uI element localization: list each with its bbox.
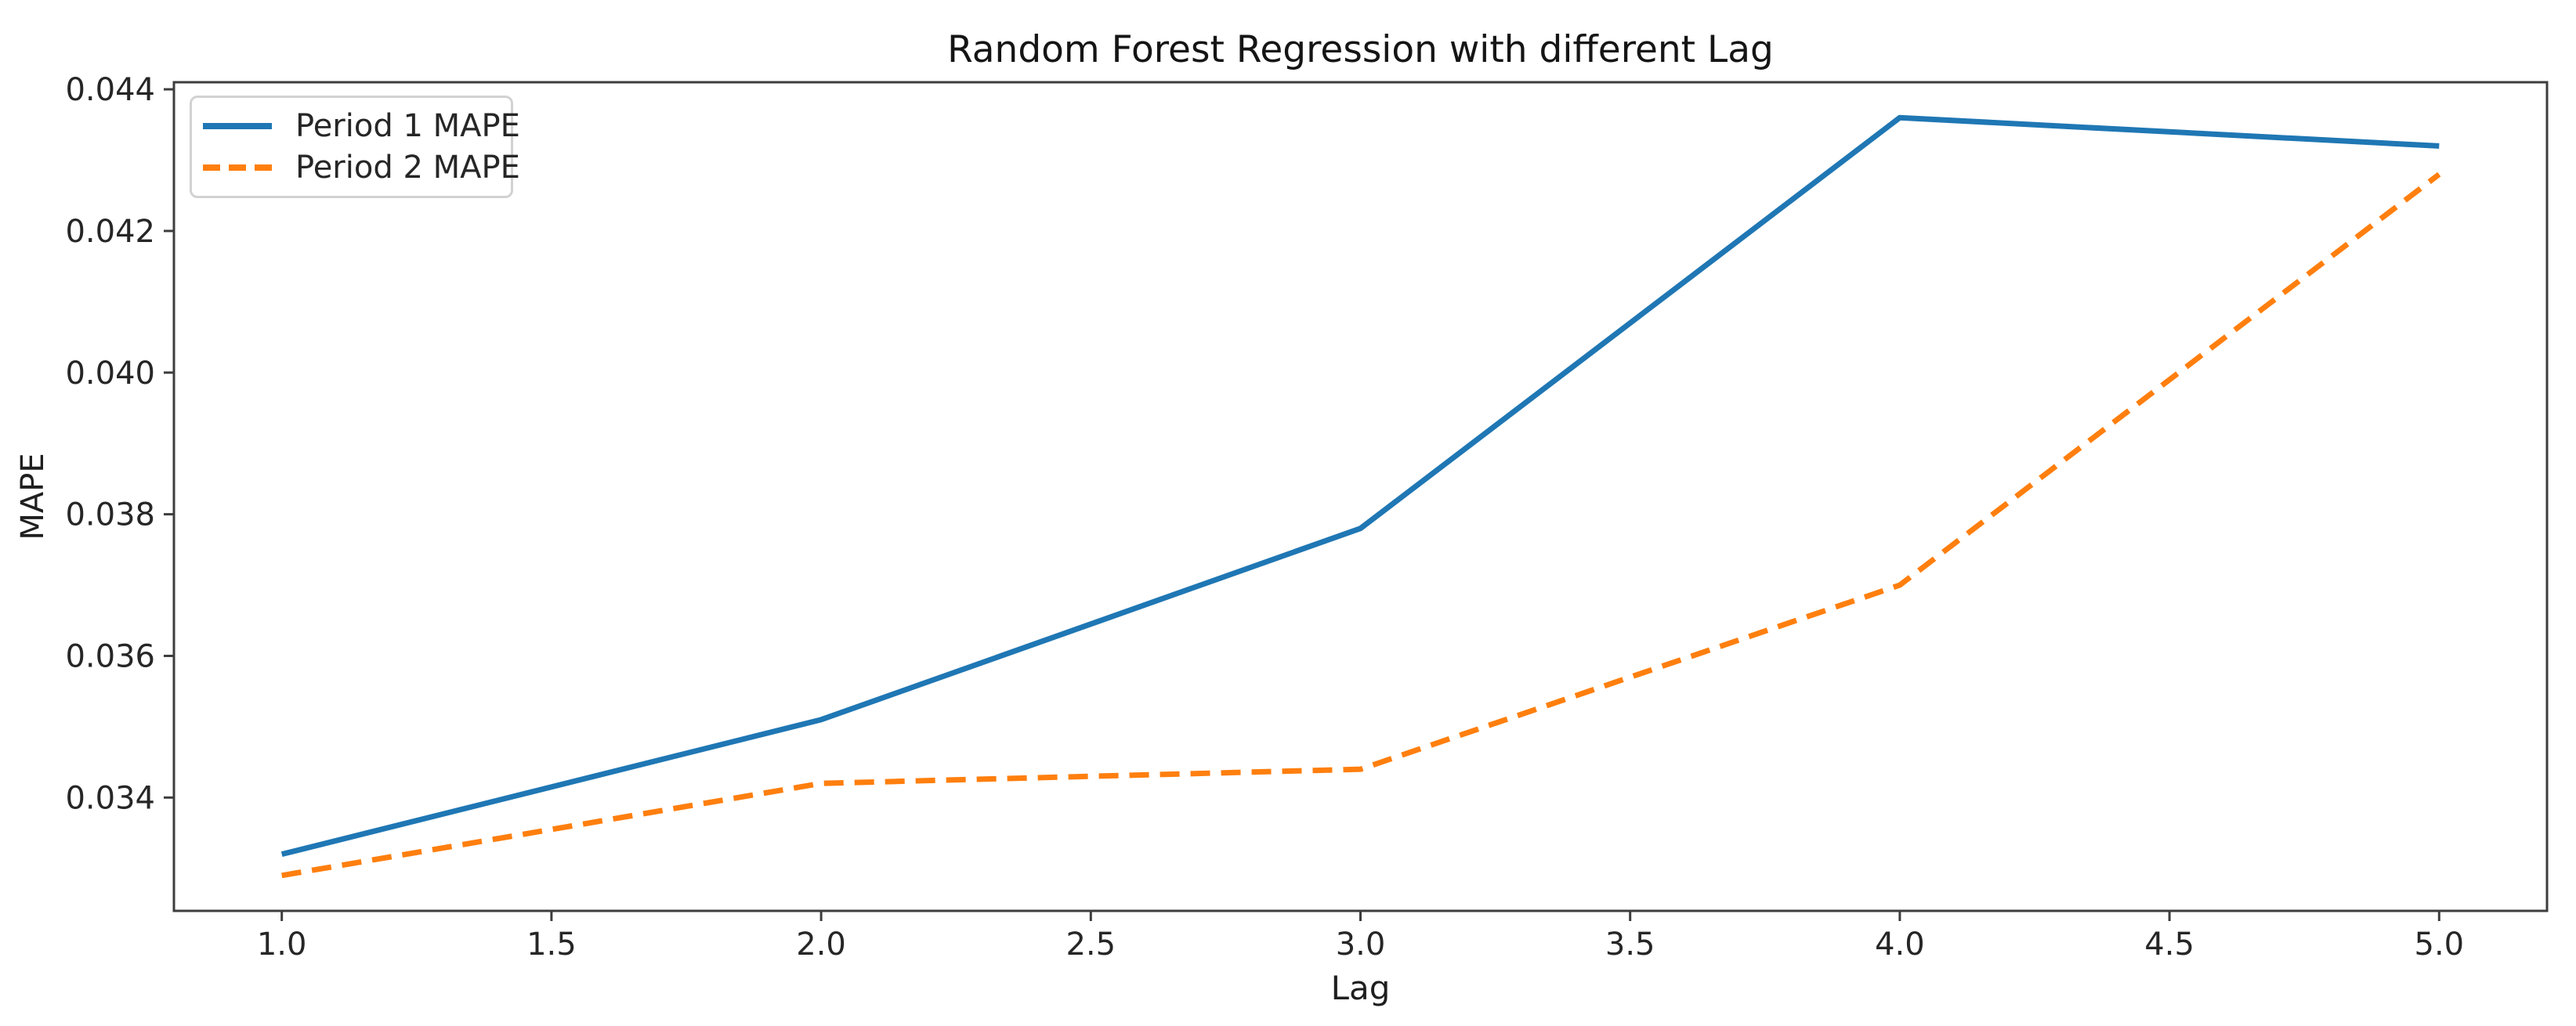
legend-label: Period 2 MAPE (295, 150, 520, 186)
series-line-2 (281, 172, 2441, 879)
y-tick-label: 0.036 (65, 638, 155, 674)
y-tick-label: 0.044 (65, 72, 155, 108)
y-tick-label: 0.034 (65, 780, 155, 816)
legend: Period 1 MAPE Period 2 MAPE (190, 96, 520, 198)
x-tick-label: 5.0 (2415, 927, 2465, 963)
x-tick-label: 1.0 (257, 927, 307, 963)
x-tick-label: 2.0 (796, 927, 846, 963)
x-tick-label: 3.5 (1605, 927, 1655, 963)
y-axis-label: MAPE (15, 453, 51, 540)
y-tick-label: 0.040 (65, 356, 155, 392)
x-tick-label: 3.0 (1336, 927, 1386, 963)
chart-title: Random Forest Regression with different … (947, 28, 1774, 71)
y-tick-label: 0.042 (65, 214, 155, 250)
x-tick-label: 4.0 (1875, 927, 1925, 963)
legend-line-sample (203, 122, 272, 129)
x-tick-label: 4.5 (2144, 927, 2194, 963)
legend-line-sample (203, 164, 272, 172)
x-axis-label: Lag (1330, 969, 1391, 1007)
x-tick-label: 1.5 (526, 927, 577, 963)
axes-frame (172, 81, 2549, 912)
legend-label: Period 1 MAPE (295, 107, 520, 144)
x-tick-label: 2.5 (1065, 927, 1116, 963)
legend-item: Period 1 MAPE (203, 105, 520, 147)
y-tick-label: 0.038 (65, 497, 155, 533)
series-line-1 (280, 114, 2440, 858)
legend-item: Period 2 MAPE (203, 147, 520, 190)
